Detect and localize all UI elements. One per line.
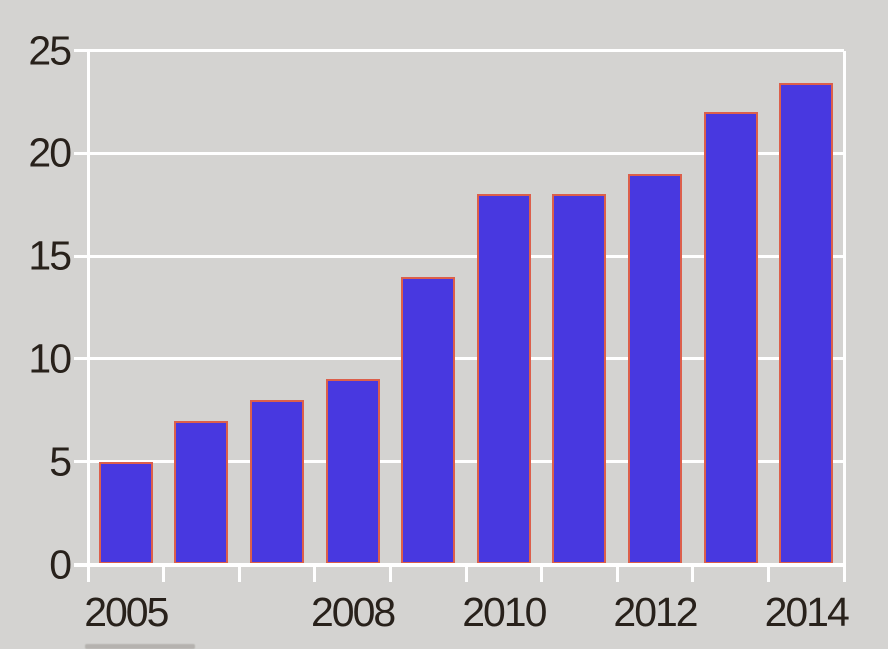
x-axis-tick-label: 2008 — [310, 589, 396, 635]
x-axis-tick — [691, 564, 695, 582]
x-axis-tick — [540, 564, 544, 582]
bar-2011 — [552, 194, 607, 565]
cropped-text-artifact — [85, 644, 195, 649]
x-axis-tick — [237, 564, 241, 582]
x-axis-tick — [86, 564, 90, 582]
x-axis-tick — [615, 564, 619, 582]
bar-2010 — [476, 194, 531, 565]
gridline-y-15 — [74, 254, 844, 258]
x-axis-tick-label: 2014 — [764, 589, 850, 635]
y-axis-tick-label: 25 — [28, 27, 72, 73]
x-axis-tick — [388, 564, 392, 582]
left-axis-spine — [86, 50, 90, 565]
x-axis-tick-label: 2012 — [613, 589, 698, 635]
gridline-y-25 — [74, 49, 844, 52]
bar-2013 — [703, 112, 758, 565]
y-axis-tick-label: 10 — [28, 335, 72, 382]
x-axis-tick — [162, 564, 166, 582]
x-axis-tick-label: 2010 — [462, 589, 547, 635]
x-axis-tick — [464, 564, 468, 582]
x-axis-tick — [766, 564, 770, 582]
bar-2014 — [779, 83, 834, 565]
x-axis-tick — [313, 564, 317, 582]
bar-2009 — [401, 276, 456, 565]
y-axis-tick-label: 5 — [49, 438, 72, 485]
gridline-y-10 — [74, 357, 844, 361]
y-axis-tick-label: 15 — [28, 232, 72, 279]
x-axis-tick-label: 2005 — [84, 589, 169, 635]
bar-2006 — [174, 420, 229, 565]
x-axis-line — [74, 562, 844, 567]
y-axis-tick-label: 0 — [49, 541, 72, 587]
x-axis-tick — [842, 564, 846, 582]
gridline-y-5 — [74, 460, 844, 464]
bar-2007 — [250, 400, 304, 565]
y-axis-tick-label: 20 — [28, 129, 72, 176]
bar-2005 — [98, 461, 153, 565]
bar-2012 — [628, 173, 682, 565]
right-axis-spine — [842, 50, 846, 565]
bar-2008 — [325, 379, 380, 565]
gridline-y-20 — [74, 151, 844, 155]
